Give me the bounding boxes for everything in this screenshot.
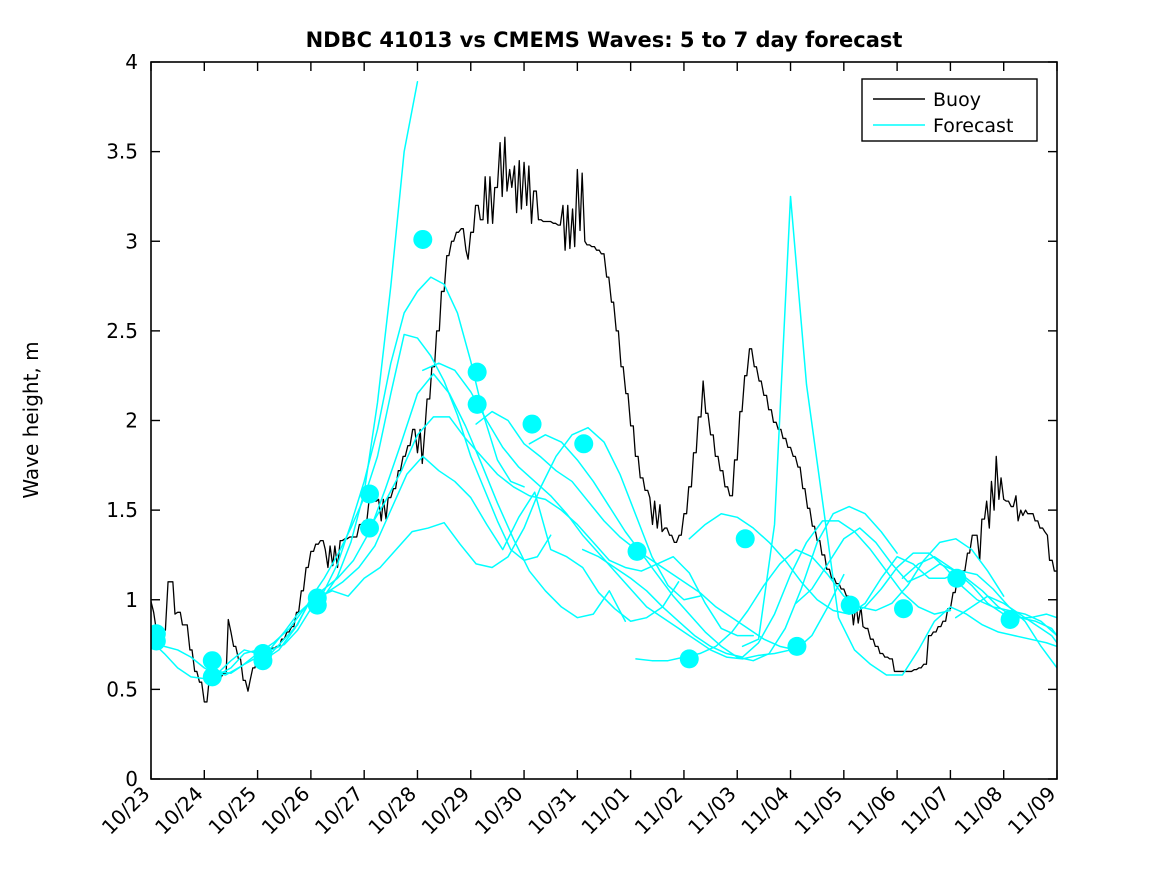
forecast-start-marker <box>574 434 594 454</box>
y-tick-label: 0 <box>125 767 138 791</box>
forecast-start-marker <box>894 599 914 619</box>
forecast-start-marker <box>735 529 755 549</box>
chart-title: NDBC 41013 vs CMEMS Waves: 5 to 7 day fo… <box>306 28 903 52</box>
forecast-start-marker <box>413 229 433 249</box>
forecast-start-marker <box>151 631 166 651</box>
series-line <box>528 434 898 662</box>
series-line <box>688 512 1057 637</box>
series-line <box>475 410 845 651</box>
series-line <box>741 195 1057 676</box>
forecast-start-marker <box>522 414 542 434</box>
legend-label-forecast: Forecast <box>933 115 1013 137</box>
forecast-start-marker <box>202 651 222 671</box>
forecast-start-marker <box>679 649 699 669</box>
y-tick-label: 1 <box>125 588 138 612</box>
legend-box <box>861 78 1038 142</box>
series-line <box>151 80 419 676</box>
series-line <box>368 416 754 637</box>
forecast-start-marker <box>307 595 327 615</box>
y-tick-label: 0.5 <box>106 677 138 701</box>
forecast-start-marker <box>467 394 487 414</box>
forecast-start-marker <box>1000 609 1020 629</box>
y-tick-label: 4 <box>125 50 138 74</box>
forecast-start-marker <box>840 595 860 615</box>
series-line <box>315 426 701 601</box>
series-line <box>901 555 1057 619</box>
series-line <box>151 136 1057 703</box>
series-line <box>262 455 680 662</box>
series-line <box>954 595 1057 644</box>
y-tick-label: 3.5 <box>106 140 138 164</box>
forecast-start-marker <box>253 651 273 671</box>
series-line <box>581 520 952 658</box>
chart-legend[interactable]: Buoy Forecast <box>861 78 1038 142</box>
forecast-start-marker <box>360 484 380 504</box>
y-tick-label: 2.5 <box>106 319 138 343</box>
forecast-start-marker <box>467 362 487 382</box>
y-tick-label: 3 <box>125 229 138 253</box>
forecast-start-marker <box>202 667 222 687</box>
legend-label-buoy: Buoy <box>933 89 981 111</box>
forecast-start-marker <box>360 518 380 538</box>
forecast-start-marker <box>627 541 647 561</box>
y-tick-label: 2 <box>125 409 138 433</box>
y-axis-label: Wave height, m <box>19 341 43 498</box>
series-line <box>208 373 627 676</box>
y-tick-label: 1.5 <box>106 498 138 522</box>
plot-frame <box>150 61 1058 780</box>
forecast-start-marker <box>787 636 807 656</box>
forecast-start-markers <box>151 229 1020 687</box>
forecast-start-marker <box>947 568 967 588</box>
